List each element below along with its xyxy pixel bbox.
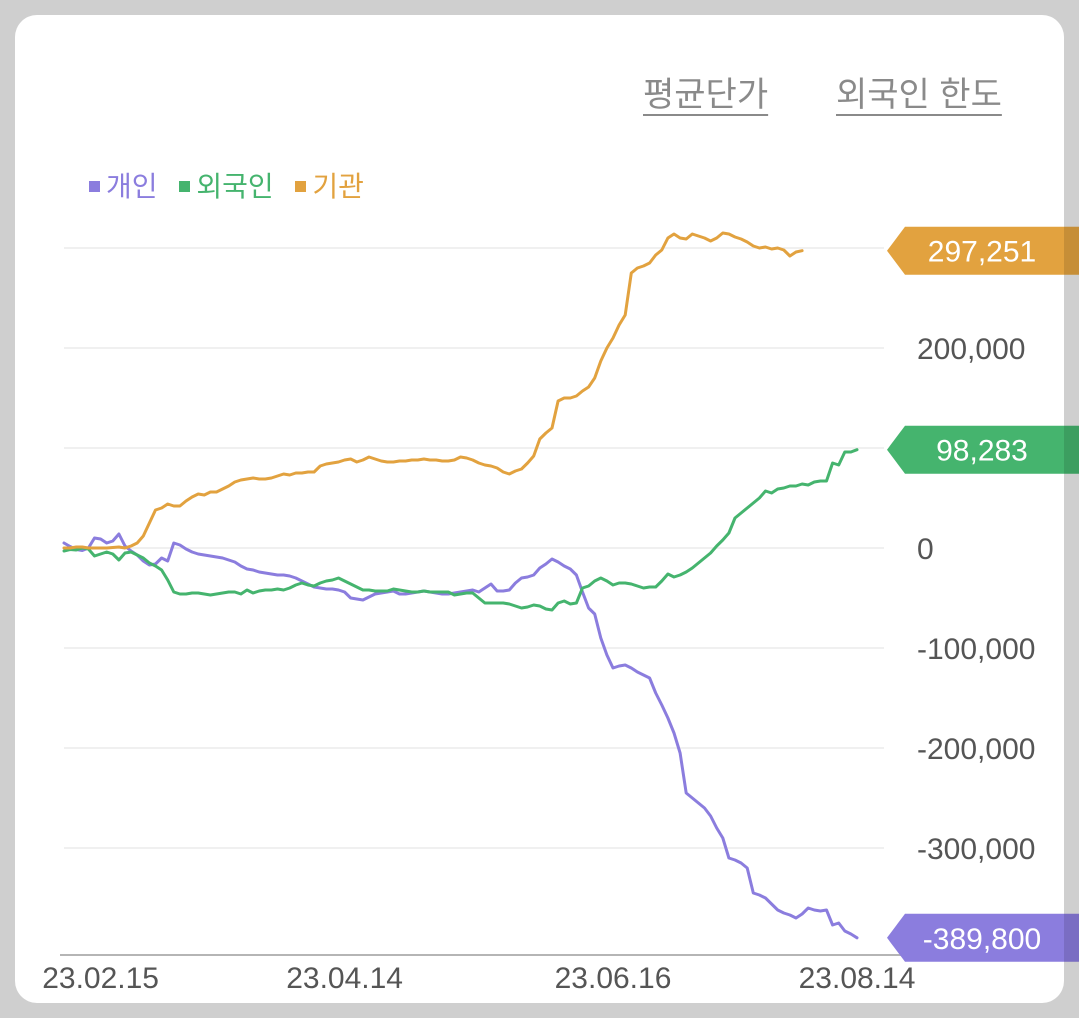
individual-series-line	[62, 532, 859, 940]
individual-last-value-tag-label: -389,800	[923, 923, 1041, 956]
foreign-last-value-tag-shape	[887, 425, 1079, 474]
foreign-last-value-tag-edge	[1064, 425, 1079, 474]
y-tick-label: 0	[917, 533, 934, 566]
legend-label-foreign: 외국인	[196, 171, 274, 202]
y-tick-label: -200,000	[917, 733, 1035, 766]
institution-series-line	[62, 231, 804, 550]
institution-last-value-tag-edge	[1064, 226, 1079, 275]
individual-last-value-tag-edge	[1064, 913, 1079, 962]
legend-label-individual: 개인	[106, 171, 158, 202]
legend-item-individual[interactable]: 개인	[89, 171, 158, 202]
x-tick-label: 23.06.16	[555, 962, 672, 995]
legend-swatch-institution	[295, 181, 307, 193]
legend-label-institution: 기관	[312, 171, 364, 202]
individual-last-value-tag-shape	[887, 913, 1079, 962]
x-tick-label: 23.02.15	[42, 962, 159, 995]
y-tick-label: 200,000	[917, 333, 1025, 366]
legend-swatch-foreign	[179, 181, 191, 193]
institution-last-value-tag-shape	[887, 226, 1079, 275]
chart-card: 평균단가 외국인 한도 개인 외국인 기관	[15, 15, 1064, 1003]
institution-last-value-tag-label: 297,251	[928, 236, 1036, 269]
legend-item-foreign[interactable]: 외국인	[179, 171, 274, 202]
foreign-last-value-tag-label: 98,283	[936, 435, 1028, 468]
foreign-series-line	[62, 448, 859, 612]
x-tick-label: 23.08.14	[799, 962, 916, 995]
chart-legend: 개인 외국인 기관	[89, 165, 378, 205]
y-tick-label: -300,000	[917, 833, 1035, 866]
legend-item-institution[interactable]: 기관	[295, 171, 364, 202]
x-tick-label: 23.04.14	[286, 962, 403, 995]
average-price-link[interactable]: 평균단가	[643, 76, 769, 114]
foreign-limit-link[interactable]: 외국인 한도	[836, 76, 1002, 114]
y-tick-label: -100,000	[917, 633, 1035, 666]
legend-swatch-individual	[89, 181, 100, 193]
